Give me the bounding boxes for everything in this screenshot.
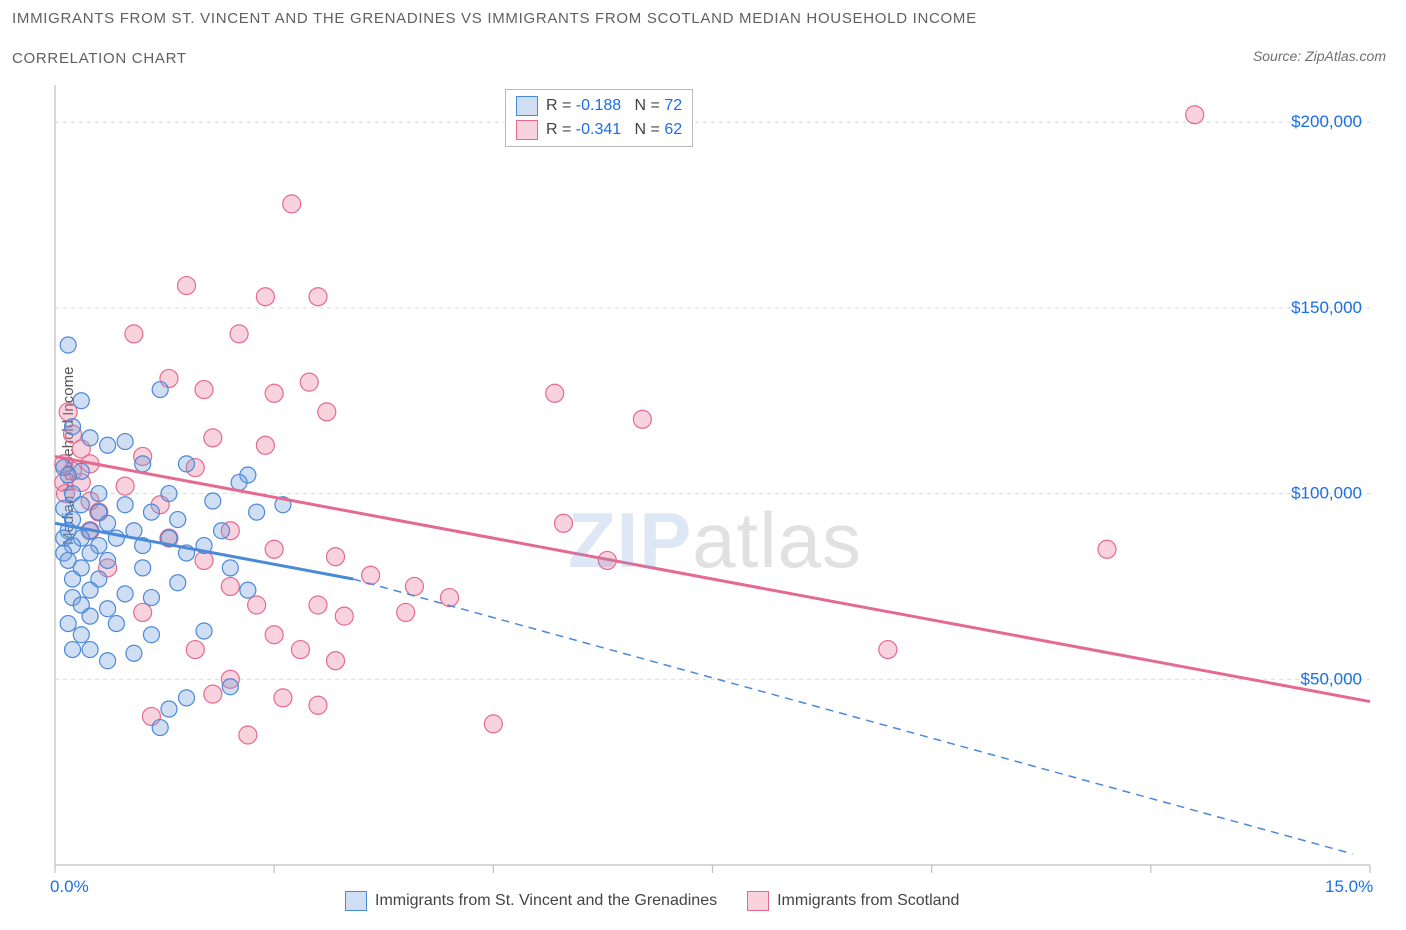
legend-stats-text: R = -0.341 N = 62: [546, 118, 682, 142]
legend-swatch: [516, 96, 538, 116]
legend-swatch: [345, 891, 367, 911]
legend-item: Immigrants from Scotland: [747, 891, 959, 911]
series-legend: Immigrants from St. Vincent and the Gren…: [345, 891, 959, 911]
scatter-plot: $50,000 $100,000 $150,000 $200,000: [45, 85, 1385, 885]
correlation-legend: R = -0.188 N = 72R = -0.341 N = 62: [505, 89, 693, 147]
svg-text:$150,000: $150,000: [1291, 298, 1362, 317]
legend-label: Immigrants from St. Vincent and the Gren…: [375, 892, 717, 910]
chart-title-line1: IMMIGRANTS FROM ST. VINCENT AND THE GREN…: [12, 10, 977, 27]
x-axis-min-label: 0.0%: [50, 877, 89, 897]
legend-stats-text: R = -0.188 N = 72: [546, 94, 682, 118]
chart-title-line2: CORRELATION CHART: [12, 50, 187, 67]
x-axis-max-label: 15.0%: [1325, 877, 1373, 897]
legend-label: Immigrants from Scotland: [777, 892, 959, 910]
legend-swatch: [747, 891, 769, 911]
svg-text:$50,000: $50,000: [1301, 669, 1362, 688]
svg-text:$100,000: $100,000: [1291, 484, 1362, 503]
svg-text:$200,000: $200,000: [1291, 112, 1362, 131]
legend-item: Immigrants from St. Vincent and the Gren…: [345, 891, 717, 911]
source-attribution: Source: ZipAtlas.com: [1253, 48, 1386, 64]
legend-stats-row: R = -0.188 N = 72: [516, 94, 682, 118]
legend-swatch: [516, 120, 538, 140]
legend-stats-row: R = -0.341 N = 62: [516, 118, 682, 142]
chart-area: Median Household Income $50,000$100,000$…: [45, 85, 1385, 885]
